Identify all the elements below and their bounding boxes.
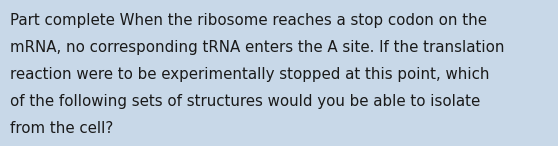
- Text: mRNA, no corresponding tRNA enters the A site. If the translation: mRNA, no corresponding tRNA enters the A…: [10, 40, 504, 55]
- Text: from the cell?: from the cell?: [10, 121, 113, 136]
- Text: Part complete When the ribosome reaches a stop codon on the: Part complete When the ribosome reaches …: [10, 13, 487, 28]
- Text: reaction were to be experimentally stopped at this point, which: reaction were to be experimentally stopp…: [10, 67, 489, 82]
- Text: of the following sets of structures would you be able to isolate: of the following sets of structures woul…: [10, 94, 480, 109]
